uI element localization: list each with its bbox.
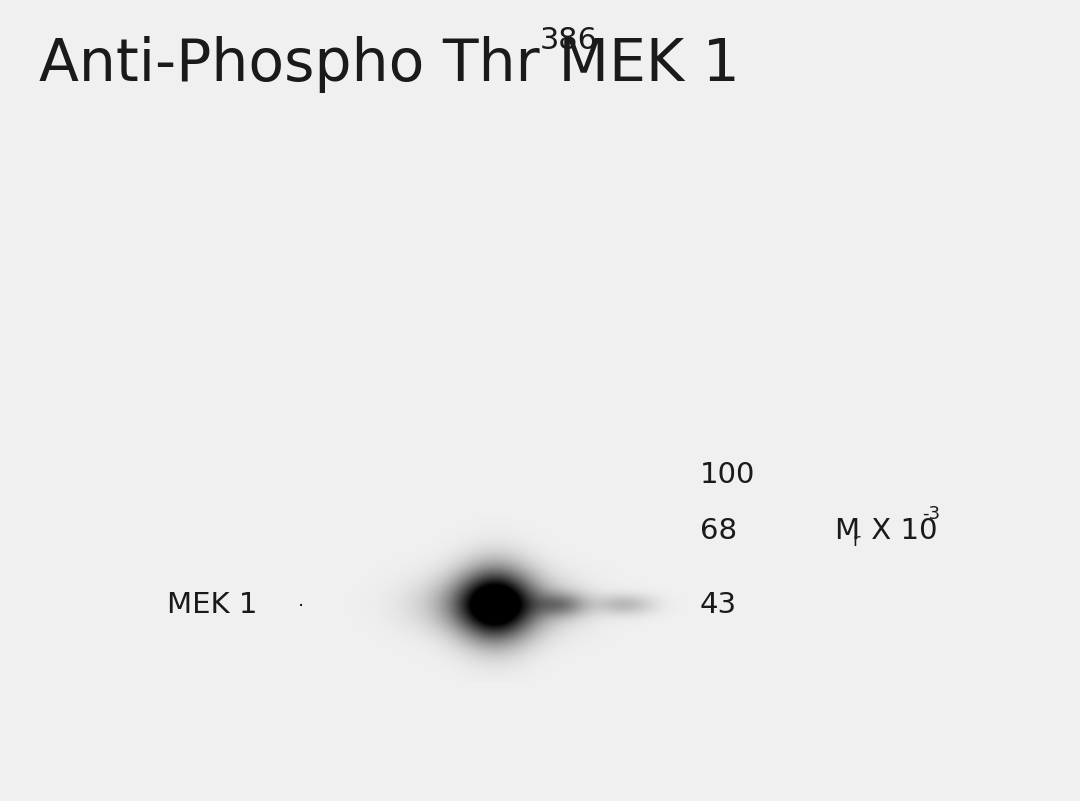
Text: MEK 1: MEK 1	[166, 591, 257, 619]
Text: MEK 1: MEK 1	[540, 36, 740, 93]
Text: 2: 2	[513, 342, 535, 375]
Text: 3: 3	[564, 342, 585, 375]
Text: 68: 68	[700, 517, 737, 545]
Text: 43: 43	[700, 591, 737, 619]
Text: -3: -3	[922, 505, 941, 523]
Text: r: r	[852, 533, 860, 550]
Text: X 10: X 10	[862, 517, 937, 545]
Text: Anti-Phospho Thr: Anti-Phospho Thr	[39, 36, 540, 93]
Text: M: M	[834, 517, 859, 545]
Text: 386: 386	[540, 26, 598, 55]
Text: 1: 1	[463, 342, 485, 375]
Text: 100: 100	[700, 461, 755, 489]
Text: Anti-Phospho Thr386 MEK 1: Anti-Phospho Thr386 MEK 1	[148, 124, 959, 181]
Text: 4: 4	[622, 342, 644, 375]
